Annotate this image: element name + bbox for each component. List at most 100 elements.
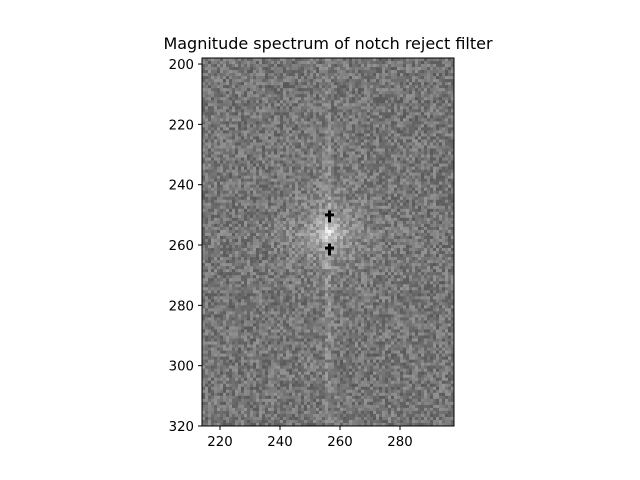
heatmap-cell	[346, 139, 350, 143]
heatmap-cell	[385, 214, 389, 219]
heatmap-cell	[244, 169, 248, 174]
heatmap-cell	[406, 91, 410, 95]
heatmap-cell	[451, 124, 454, 128]
heatmap-cell	[232, 64, 236, 68]
heatmap-cell	[271, 157, 275, 161]
heatmap-cell	[379, 127, 383, 131]
heatmap-cell	[289, 142, 293, 146]
heatmap-cell	[304, 100, 308, 104]
heatmap-cell	[448, 193, 452, 198]
heatmap-cell	[340, 121, 344, 125]
heatmap-cell	[256, 88, 260, 92]
heatmap-cell	[286, 73, 290, 77]
heatmap-cell	[262, 70, 266, 74]
heatmap-cell	[250, 187, 254, 192]
heatmap-cell	[289, 109, 293, 113]
heatmap-cell	[217, 193, 221, 198]
heatmap-cell	[244, 184, 248, 189]
heatmap-cell	[376, 205, 380, 210]
heatmap-cell	[442, 184, 446, 189]
heatmap-cell	[433, 145, 437, 149]
heatmap-cell	[325, 166, 329, 171]
heatmap-cell	[280, 58, 284, 62]
heatmap-cell	[232, 205, 236, 210]
heatmap-cell	[283, 199, 287, 204]
heatmap-cell	[403, 157, 407, 161]
heatmap-cell	[433, 199, 437, 204]
heatmap-cell	[220, 130, 224, 134]
heatmap-cell	[412, 211, 416, 216]
heatmap-cell	[259, 106, 263, 110]
heatmap-cell	[229, 58, 233, 62]
heatmap-cell	[220, 175, 224, 180]
heatmap-cell	[202, 139, 206, 143]
heatmap-cell	[346, 73, 350, 77]
heatmap-cell	[265, 85, 269, 89]
heatmap-cell	[226, 163, 230, 167]
heatmap-cell	[316, 85, 320, 89]
heatmap-cell	[280, 193, 284, 198]
heatmap-cell	[268, 211, 272, 216]
heatmap-cell	[418, 229, 422, 234]
heatmap-cell	[202, 70, 206, 74]
heatmap-cell	[202, 100, 206, 104]
heatmap-cell	[205, 235, 209, 240]
heatmap-cell	[220, 211, 224, 216]
heatmap-cell	[319, 118, 323, 122]
heatmap-cell	[298, 82, 302, 86]
heatmap-cell	[418, 145, 422, 149]
heatmap-cell	[334, 106, 338, 110]
heatmap-cell	[286, 172, 290, 177]
heatmap-cell	[301, 193, 305, 198]
heatmap-cell	[307, 160, 311, 164]
heatmap-cell	[451, 154, 454, 158]
heatmap-cell	[346, 142, 350, 146]
heatmap-cell	[334, 214, 338, 219]
heatmap-cell	[214, 154, 218, 158]
heatmap-cell	[226, 148, 230, 152]
heatmap-cell	[436, 232, 440, 237]
heatmap-cell	[325, 145, 329, 149]
heatmap-cell	[412, 190, 416, 195]
heatmap-cell	[310, 91, 314, 95]
heatmap-cell	[382, 94, 386, 98]
heatmap-cell	[391, 97, 395, 101]
heatmap-cell	[208, 211, 212, 216]
heatmap-cell	[262, 202, 266, 207]
heatmap-cell	[265, 103, 269, 107]
heatmap-cell	[268, 196, 272, 201]
heatmap-cell	[397, 226, 401, 231]
heatmap-cell	[301, 145, 305, 149]
heatmap-cell	[223, 202, 227, 207]
heatmap-cell	[370, 232, 374, 237]
heatmap-cell	[304, 157, 308, 161]
heatmap-cell	[436, 148, 440, 152]
heatmap-cell	[418, 67, 422, 71]
heatmap-cell	[427, 103, 431, 107]
heatmap-cell	[220, 133, 224, 137]
heatmap-cell	[424, 223, 428, 228]
heatmap-cell	[289, 160, 293, 164]
heatmap-cell	[424, 202, 428, 207]
heatmap-cell	[217, 97, 221, 101]
heatmap-cell	[412, 229, 416, 234]
heatmap-cell	[322, 172, 326, 177]
heatmap-cell	[244, 142, 248, 146]
heatmap-cell	[295, 163, 299, 167]
heatmap-cell	[202, 157, 206, 161]
heatmap-cell	[445, 208, 449, 213]
heatmap-cell	[373, 196, 377, 201]
heatmap-cell	[448, 145, 452, 149]
heatmap-cell	[292, 79, 296, 83]
heatmap-cell	[310, 58, 314, 62]
heatmap-cell	[439, 193, 443, 198]
heatmap-cell	[205, 145, 209, 149]
heatmap-cell	[316, 61, 320, 65]
heatmap-cell	[370, 64, 374, 68]
heatmap-cell	[301, 64, 305, 68]
heatmap-cell	[400, 202, 404, 207]
heatmap-cell	[250, 91, 254, 95]
heatmap-cell	[298, 76, 302, 80]
heatmap-cell	[349, 232, 353, 237]
heatmap-cell	[328, 154, 332, 158]
